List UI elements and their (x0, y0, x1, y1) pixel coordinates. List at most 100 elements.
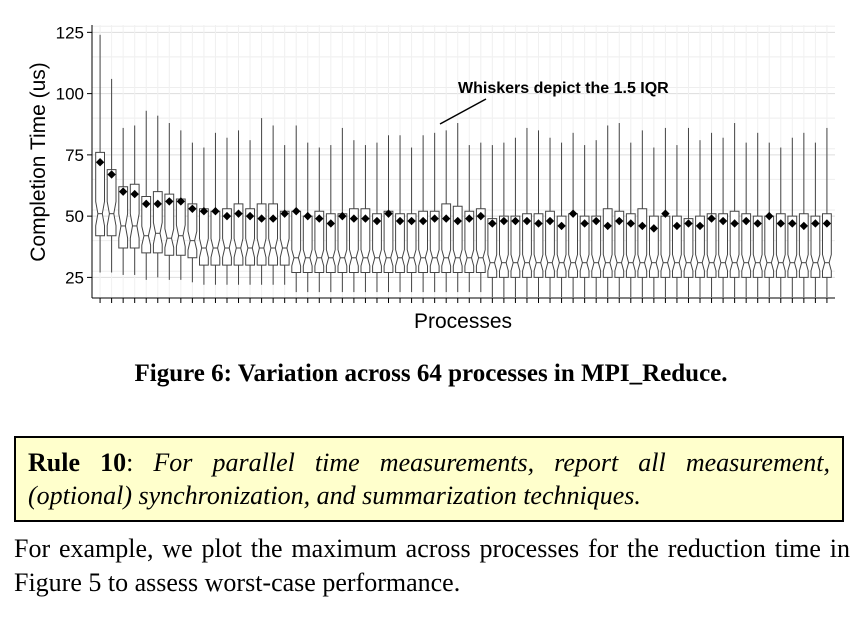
mean-marker (95, 158, 105, 167)
mean-marker (430, 214, 439, 223)
box-41 (556, 142, 567, 297)
notched-box (95, 151, 105, 237)
mean-marker (418, 216, 428, 226)
mean-marker (695, 221, 705, 231)
mean-marker (211, 207, 220, 216)
mean-marker (292, 207, 301, 216)
box-43 (579, 145, 590, 297)
box-56 (729, 123, 740, 297)
mean-marker (153, 199, 162, 209)
box-6 (152, 115, 163, 278)
y-tick-label: 25 (65, 268, 84, 287)
mean-marker (303, 211, 312, 221)
box-35 (487, 145, 498, 297)
notched-box (268, 203, 278, 266)
notched-box (741, 213, 752, 278)
notched-box (464, 210, 475, 273)
box-32 (452, 123, 463, 293)
box-60 (775, 147, 786, 297)
box-36 (499, 142, 509, 297)
box-30 (429, 132, 440, 293)
box-24 (360, 145, 371, 293)
mean-marker (730, 219, 739, 228)
mean-marker (222, 211, 232, 221)
box-25 (372, 142, 382, 293)
notched-box (175, 198, 186, 256)
box-45 (602, 125, 613, 297)
box-26 (383, 135, 394, 293)
box-31 (441, 130, 452, 293)
box-46 (614, 123, 625, 297)
box-29 (418, 135, 428, 293)
notched-box (637, 208, 648, 278)
mean-marker (672, 221, 682, 231)
box-plot-chart: 25 50 75 100 125 Completion Time (us) Proces… (27, 23, 835, 333)
mean-marker (718, 216, 728, 226)
notched-box (718, 213, 728, 278)
box-53 (695, 140, 705, 297)
notched-box (441, 203, 452, 273)
notched-box (199, 208, 209, 266)
notched-box (775, 213, 786, 278)
notched-box (522, 213, 532, 278)
mean-marker (741, 216, 751, 226)
box-2 (106, 78, 117, 273)
box-63 (810, 142, 821, 297)
mean-marker (799, 221, 809, 231)
notched-box (591, 215, 602, 278)
box-51 (672, 145, 682, 297)
notched-box (256, 203, 267, 266)
notched-box (499, 215, 509, 278)
mean-marker (638, 221, 647, 231)
rule-separator: : (126, 448, 154, 477)
mean-marker (384, 209, 393, 218)
rule-text: For parallel time measurements, report a… (28, 448, 831, 510)
mean-marker (580, 219, 589, 228)
mean-marker (788, 219, 797, 228)
notched-box (810, 215, 821, 278)
mean-marker (349, 214, 359, 223)
notched-box (233, 203, 244, 266)
mean-marker (545, 216, 555, 226)
y-axis-label: Completion Time (us) (27, 62, 50, 262)
box-13 (233, 130, 244, 285)
mean-marker (776, 219, 785, 228)
mean-marker (615, 216, 624, 226)
notched-box (579, 215, 590, 278)
notched-box (452, 205, 463, 273)
figure-caption: Figure 6: Variation across 64 processes … (134, 360, 728, 387)
box-37 (510, 137, 521, 297)
mean-marker (626, 219, 635, 228)
box-33 (464, 145, 475, 293)
box-15 (256, 118, 267, 285)
box-12 (222, 137, 232, 285)
box-3 (118, 127, 129, 275)
notched-box (614, 210, 625, 278)
mean-marker (557, 221, 566, 231)
mean-marker (199, 207, 209, 216)
box-27 (395, 135, 405, 293)
notched-box (752, 215, 763, 278)
notched-box (625, 213, 636, 278)
notched-box (129, 183, 140, 249)
notched-box (649, 215, 659, 278)
notched-box (106, 169, 117, 237)
box-4 (129, 125, 140, 275)
box-40 (545, 137, 555, 297)
box-9 (187, 142, 198, 283)
box-61 (787, 137, 798, 297)
notched-box (729, 210, 740, 278)
mean-marker (568, 209, 578, 218)
notched-box (337, 213, 348, 273)
notched-box (475, 208, 486, 273)
box-49 (649, 147, 659, 297)
box-22 (337, 127, 348, 293)
notched-box (545, 210, 555, 278)
x-axis-label: Processes (414, 310, 512, 333)
box-62 (798, 132, 809, 297)
mean-marker (315, 214, 324, 223)
box-18 (291, 125, 302, 293)
mean-marker (488, 219, 497, 228)
box-50 (660, 127, 671, 297)
notched-box (510, 215, 521, 278)
